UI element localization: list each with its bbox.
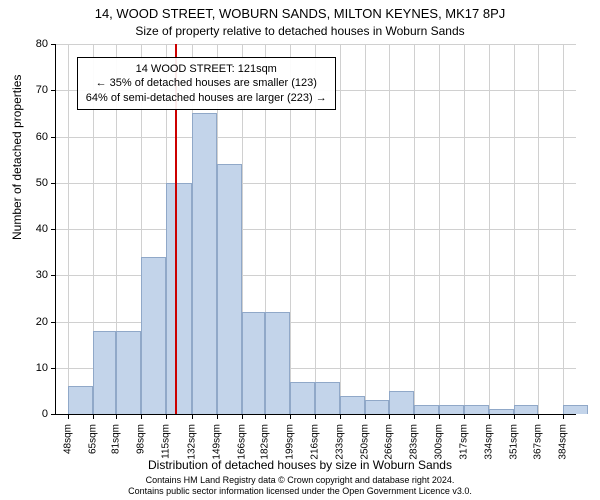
x-tick-mark <box>365 414 366 419</box>
histogram-bar <box>389 391 414 414</box>
x-tick-label: 283sqm <box>408 422 419 460</box>
x-tick-mark <box>93 414 94 419</box>
x-tick-mark <box>439 414 440 419</box>
x-tick-mark <box>514 414 515 419</box>
y-tick-label: 80 <box>36 38 56 50</box>
plot-area: 0102030405060708048sqm65sqm81sqm98sqm115… <box>55 44 576 415</box>
x-tick-label: 132sqm <box>186 422 197 460</box>
y-tick-label: 30 <box>36 269 56 281</box>
chart-subtitle: Size of property relative to detached ho… <box>0 24 600 38</box>
x-tick-mark <box>192 414 193 419</box>
x-tick-mark <box>68 414 69 419</box>
x-tick-label: 250sqm <box>360 422 371 460</box>
x-tick-label: 81sqm <box>111 422 122 454</box>
x-tick-label: 199sqm <box>285 422 296 460</box>
chart-container: 14, WOOD STREET, WOBURN SANDS, MILTON KE… <box>0 0 600 500</box>
histogram-bar <box>68 386 93 414</box>
x-tick-mark <box>538 414 539 419</box>
gridline-v <box>538 44 539 414</box>
y-tick-label: 50 <box>36 177 56 189</box>
gridline-v <box>68 44 69 414</box>
histogram-bar <box>439 405 464 414</box>
x-tick-mark <box>464 414 465 419</box>
x-tick-label: 300sqm <box>434 422 445 460</box>
footer-line-1: Contains HM Land Registry data © Crown c… <box>0 475 600 486</box>
x-tick-label: 98sqm <box>136 422 147 454</box>
gridline-v <box>340 44 341 414</box>
x-tick-label: 48sqm <box>62 422 73 454</box>
info-box-line-2: ← 35% of detached houses are smaller (12… <box>86 76 327 90</box>
histogram-bar <box>464 405 489 414</box>
x-tick-label: 182sqm <box>260 422 271 460</box>
histogram-bar <box>242 312 266 414</box>
x-tick-label: 351sqm <box>509 422 520 460</box>
x-tick-mark <box>414 414 415 419</box>
histogram-bar <box>166 183 191 414</box>
y-tick-label: 60 <box>36 131 56 143</box>
x-tick-label: 65sqm <box>87 422 98 454</box>
info-box: 14 WOOD STREET: 121sqm← 35% of detached … <box>77 57 336 110</box>
histogram-bar <box>514 405 538 414</box>
histogram-bar <box>315 382 340 414</box>
histogram-bar <box>217 164 242 414</box>
x-tick-mark <box>290 414 291 419</box>
x-tick-mark <box>389 414 390 419</box>
histogram-bar <box>365 400 389 414</box>
x-tick-label: 216sqm <box>310 422 321 460</box>
histogram-bar <box>489 409 514 414</box>
info-box-line-3: 64% of semi-detached houses are larger (… <box>86 91 327 105</box>
x-tick-mark <box>563 414 564 419</box>
info-box-line-1: 14 WOOD STREET: 121sqm <box>86 62 327 76</box>
x-tick-mark <box>217 414 218 419</box>
x-tick-label: 233sqm <box>335 422 346 460</box>
gridline-v <box>389 44 390 414</box>
gridline-v <box>439 44 440 414</box>
x-tick-label: 334sqm <box>484 422 495 460</box>
histogram-bar <box>192 113 217 414</box>
histogram-bar <box>141 257 166 414</box>
x-tick-label: 367sqm <box>532 422 543 460</box>
gridline-v <box>489 44 490 414</box>
y-tick-label: 40 <box>36 223 56 235</box>
x-tick-mark <box>315 414 316 419</box>
x-tick-mark <box>340 414 341 419</box>
x-tick-label: 317sqm <box>459 422 470 460</box>
x-tick-label: 149sqm <box>211 422 222 460</box>
gridline-v <box>414 44 415 414</box>
chart-title: 14, WOOD STREET, WOBURN SANDS, MILTON KE… <box>0 6 600 21</box>
x-tick-label: 166sqm <box>236 422 247 460</box>
y-tick-label: 10 <box>36 362 56 374</box>
x-tick-mark <box>141 414 142 419</box>
gridline-v <box>563 44 564 414</box>
y-axis-label: Number of detached properties <box>10 75 24 240</box>
chart-footer: Contains HM Land Registry data © Crown c… <box>0 475 600 497</box>
x-axis-label: Distribution of detached houses by size … <box>0 458 600 472</box>
y-tick-label: 20 <box>36 316 56 328</box>
x-tick-label: 266sqm <box>383 422 394 460</box>
x-tick-label: 384sqm <box>557 422 568 460</box>
histogram-bar <box>265 312 290 414</box>
footer-line-2: Contains public sector information licen… <box>0 486 600 497</box>
x-tick-mark <box>242 414 243 419</box>
x-tick-mark <box>116 414 117 419</box>
x-tick-mark <box>489 414 490 419</box>
gridline-v <box>514 44 515 414</box>
histogram-bar <box>563 405 588 414</box>
histogram-bar <box>340 396 365 415</box>
y-tick-label: 70 <box>36 84 56 96</box>
histogram-bar <box>116 331 141 414</box>
y-tick-label: 0 <box>42 408 56 420</box>
x-tick-label: 115sqm <box>161 422 172 459</box>
gridline-v <box>365 44 366 414</box>
histogram-bar <box>290 382 315 414</box>
x-tick-mark <box>265 414 266 419</box>
histogram-bar <box>414 405 439 414</box>
x-tick-mark <box>166 414 167 419</box>
gridline-v <box>464 44 465 414</box>
histogram-bar <box>93 331 117 414</box>
